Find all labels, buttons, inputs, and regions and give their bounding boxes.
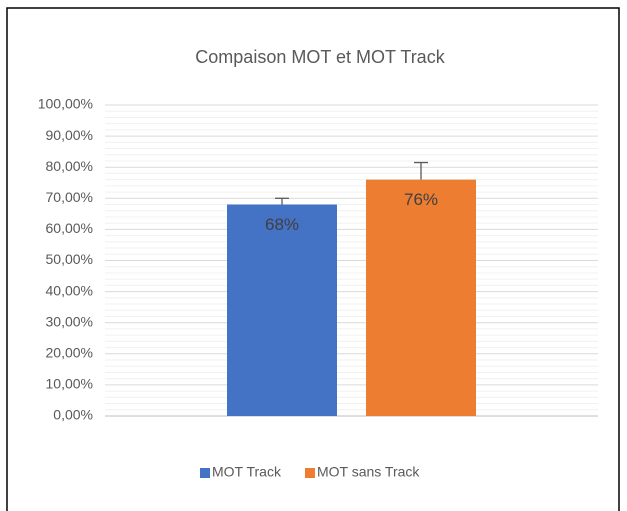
bar	[227, 204, 337, 416]
error-bar	[414, 161, 428, 180]
y-tick-label: 100,00%	[38, 96, 93, 112]
legend-swatch	[200, 468, 210, 478]
y-tick-label: 30,00%	[46, 313, 93, 329]
y-tick-label: 40,00%	[46, 282, 93, 298]
data-label: 68%	[265, 215, 299, 234]
legend-label: MOT sans Track	[317, 464, 420, 480]
y-tick-label: 80,00%	[46, 158, 93, 174]
legend-label: MOT Track	[212, 464, 282, 480]
y-tick-label: 60,00%	[46, 220, 93, 236]
y-tick-label: 70,00%	[46, 189, 93, 205]
y-tick-label: 50,00%	[46, 251, 93, 267]
bar	[366, 179, 476, 416]
legend-swatch	[304, 468, 315, 478]
y-tick-label: 0,00%	[53, 407, 93, 423]
y-tick-label: 10,00%	[46, 376, 93, 392]
chart-title: Compaison MOT et MOT Track	[195, 47, 445, 67]
y-tick-label: 90,00%	[46, 127, 93, 143]
y-tick-label: 20,00%	[46, 345, 93, 361]
data-label: 76%	[404, 190, 438, 209]
error-bar	[275, 197, 289, 205]
